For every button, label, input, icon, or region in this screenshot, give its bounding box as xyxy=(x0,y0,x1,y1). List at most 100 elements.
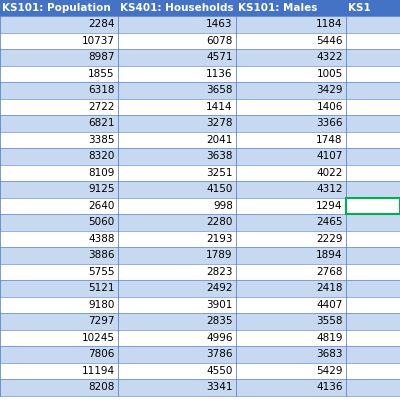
Bar xyxy=(118,280,236,296)
Bar xyxy=(236,0,346,16)
Bar xyxy=(0,214,118,230)
Bar xyxy=(0,230,118,247)
Text: 3558: 3558 xyxy=(316,316,343,326)
Bar xyxy=(0,296,118,313)
Text: 5755: 5755 xyxy=(88,267,115,277)
Bar xyxy=(118,264,236,280)
Text: 3341: 3341 xyxy=(206,382,233,392)
Text: 3638: 3638 xyxy=(206,151,233,161)
Text: 1414: 1414 xyxy=(206,102,233,112)
Text: 5121: 5121 xyxy=(88,283,115,293)
Text: 1294: 1294 xyxy=(316,201,343,211)
Text: 4150: 4150 xyxy=(206,184,233,194)
Bar xyxy=(346,198,400,214)
Text: 2418: 2418 xyxy=(316,283,343,293)
Text: 2768: 2768 xyxy=(316,267,343,277)
Bar xyxy=(236,247,346,264)
Text: 3786: 3786 xyxy=(206,349,233,359)
Text: 5446: 5446 xyxy=(316,36,343,46)
Bar xyxy=(118,362,236,379)
Text: 2722: 2722 xyxy=(88,102,115,112)
Bar xyxy=(346,379,400,396)
Bar xyxy=(346,49,400,66)
Bar xyxy=(118,296,236,313)
Text: 6821: 6821 xyxy=(88,118,115,128)
Bar xyxy=(118,32,236,49)
Text: 4312: 4312 xyxy=(316,184,343,194)
Text: 1184: 1184 xyxy=(316,19,343,29)
Bar xyxy=(0,379,118,396)
Text: 1463: 1463 xyxy=(206,19,233,29)
Bar xyxy=(236,32,346,49)
Bar xyxy=(236,148,346,164)
Text: 4388: 4388 xyxy=(88,234,115,244)
Text: 3429: 3429 xyxy=(316,85,343,95)
Bar xyxy=(118,164,236,181)
Bar xyxy=(346,82,400,98)
Bar xyxy=(0,16,118,32)
Bar xyxy=(236,313,346,330)
Bar xyxy=(0,164,118,181)
Bar xyxy=(118,132,236,148)
Bar xyxy=(118,330,236,346)
Text: 5060: 5060 xyxy=(88,217,115,227)
Bar xyxy=(346,362,400,379)
Bar xyxy=(236,214,346,230)
Text: 10737: 10737 xyxy=(82,36,115,46)
Text: 8109: 8109 xyxy=(88,168,115,178)
Bar xyxy=(236,16,346,32)
Text: 4819: 4819 xyxy=(316,333,343,343)
Bar xyxy=(346,148,400,164)
Bar xyxy=(346,98,400,115)
Bar xyxy=(0,181,118,198)
Bar xyxy=(118,16,236,32)
Bar xyxy=(0,264,118,280)
Text: 10245: 10245 xyxy=(82,333,115,343)
Bar xyxy=(236,198,346,214)
Text: 1789: 1789 xyxy=(206,250,233,260)
Text: 1748: 1748 xyxy=(316,135,343,145)
Bar xyxy=(346,296,400,313)
Bar xyxy=(346,313,400,330)
Bar xyxy=(118,66,236,82)
Bar xyxy=(0,49,118,66)
Bar xyxy=(118,247,236,264)
Bar xyxy=(0,98,118,115)
Bar xyxy=(0,115,118,132)
Text: 4322: 4322 xyxy=(316,52,343,62)
Bar xyxy=(346,132,400,148)
Bar xyxy=(346,346,400,362)
Text: 2465: 2465 xyxy=(316,217,343,227)
Text: 4571: 4571 xyxy=(206,52,233,62)
Text: 4107: 4107 xyxy=(316,151,343,161)
Bar xyxy=(0,198,118,214)
Text: 1406: 1406 xyxy=(316,102,343,112)
Text: 7806: 7806 xyxy=(88,349,115,359)
Bar xyxy=(346,280,400,296)
Bar xyxy=(118,379,236,396)
Bar xyxy=(0,148,118,164)
Text: 5429: 5429 xyxy=(316,366,343,376)
Bar xyxy=(118,313,236,330)
Text: 8208: 8208 xyxy=(88,382,115,392)
Text: 3385: 3385 xyxy=(88,135,115,145)
Bar xyxy=(0,330,118,346)
Text: 2640: 2640 xyxy=(88,201,115,211)
Text: 8320: 8320 xyxy=(88,151,115,161)
Bar xyxy=(118,49,236,66)
Bar xyxy=(346,16,400,32)
Bar xyxy=(0,313,118,330)
Text: 2835: 2835 xyxy=(206,316,233,326)
Text: 998: 998 xyxy=(213,201,233,211)
Bar xyxy=(346,330,400,346)
Text: 9125: 9125 xyxy=(88,184,115,194)
Text: 6318: 6318 xyxy=(88,85,115,95)
Text: 1855: 1855 xyxy=(88,69,115,79)
Text: 1136: 1136 xyxy=(206,69,233,79)
Bar xyxy=(0,280,118,296)
Bar xyxy=(236,49,346,66)
Text: 3366: 3366 xyxy=(316,118,343,128)
Bar xyxy=(236,230,346,247)
Text: KS401: Households: KS401: Households xyxy=(120,3,234,13)
Bar xyxy=(0,0,118,16)
